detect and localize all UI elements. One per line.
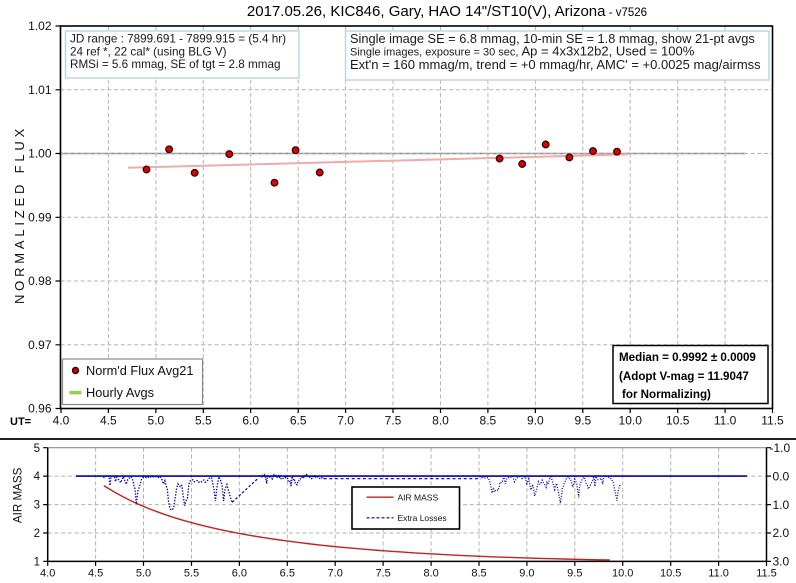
svg-text:Single image SE = 6.8 mmag, 10: Single image SE = 6.8 mmag, 10-min SE = … <box>350 31 755 46</box>
svg-text:0.99: 0.99 <box>28 211 52 225</box>
svg-text:8.0: 8.0 <box>423 567 438 579</box>
svg-text:6.0: 6.0 <box>232 567 247 579</box>
svg-text:-1.0: -1.0 <box>770 441 791 455</box>
svg-text:9.5: 9.5 <box>574 413 591 427</box>
svg-text:9.0: 9.0 <box>527 413 544 427</box>
svg-text:11.5: 11.5 <box>756 567 777 579</box>
svg-text:1.00: 1.00 <box>28 147 52 161</box>
svg-text:Ext'n = 160 mmag/m, trend = +0: Ext'n = 160 mmag/m, trend = +0 mmag/hr, … <box>350 57 761 72</box>
svg-text:10.5: 10.5 <box>666 413 690 427</box>
svg-text:4.0: 4.0 <box>53 413 70 427</box>
svg-text:NORMALIZED FLUX: NORMALIZED FLUX <box>12 125 27 304</box>
svg-text:3: 3 <box>34 500 40 512</box>
svg-text:3.0: 3.0 <box>773 555 790 569</box>
svg-text:9.0: 9.0 <box>519 567 534 579</box>
svg-text:11.5: 11.5 <box>761 413 784 427</box>
svg-text:24 ref *, 22 cal* (using BLG V: 24 ref *, 22 cal* (using BLG V) <box>70 46 227 59</box>
svg-text:AIR MASS: AIR MASS <box>12 467 25 523</box>
svg-text:Extra Losses: Extra Losses <box>398 513 447 523</box>
svg-text:Norm'd Flux Avg21: Norm'd Flux Avg21 <box>86 363 193 378</box>
svg-text:4.5: 4.5 <box>88 567 103 579</box>
svg-text:0.0: 0.0 <box>773 469 790 483</box>
svg-text:UT=: UT= <box>10 416 31 428</box>
svg-text:5.0: 5.0 <box>136 567 151 579</box>
svg-text:10.0: 10.0 <box>619 413 643 427</box>
svg-text:9.5: 9.5 <box>567 567 582 579</box>
svg-text:11.0: 11.0 <box>708 567 729 579</box>
svg-text:8.5: 8.5 <box>480 413 497 427</box>
svg-text:Single images, exposure = 30 s: Single images, exposure = 30 sec, Ap = 4… <box>350 43 695 58</box>
svg-text:10.5: 10.5 <box>660 567 681 579</box>
svg-text:5: 5 <box>34 443 40 455</box>
svg-text:0.98: 0.98 <box>28 274 52 288</box>
svg-text:Hourly Avgs: Hourly Avgs <box>86 385 154 400</box>
svg-text:1.01: 1.01 <box>28 83 52 97</box>
svg-text:7.5: 7.5 <box>375 567 390 579</box>
svg-text:5.5: 5.5 <box>195 413 212 427</box>
svg-text:7.0: 7.0 <box>337 413 354 427</box>
svg-text:6.5: 6.5 <box>290 413 307 427</box>
svg-text:11.0: 11.0 <box>714 413 737 427</box>
svg-text:6.5: 6.5 <box>280 567 295 579</box>
svg-text:4.5: 4.5 <box>100 413 117 427</box>
svg-text:(Adopt V-mag = 11.9047: (Adopt V-mag = 11.9047 <box>619 370 749 383</box>
svg-text:6.0: 6.0 <box>242 413 259 427</box>
svg-text:7.5: 7.5 <box>385 413 402 427</box>
svg-text:4.0: 4.0 <box>40 567 55 579</box>
svg-text:Median = 0.9992 ± 0.0009: Median = 0.9992 ± 0.0009 <box>619 351 756 364</box>
svg-text:1.02: 1.02 <box>28 19 52 33</box>
svg-text:0.96: 0.96 <box>28 402 52 416</box>
svg-text:0.97: 0.97 <box>28 338 52 352</box>
svg-text:1.0: 1.0 <box>773 498 790 512</box>
svg-text:AIR MASS: AIR MASS <box>398 492 439 502</box>
svg-text:8.0: 8.0 <box>432 413 449 427</box>
svg-text:8.5: 8.5 <box>471 567 486 579</box>
svg-text:JD range : 7899.691 - 7899.915: JD range : 7899.691 - 7899.915 = (5.4 hr… <box>70 33 286 46</box>
svg-text:1: 1 <box>34 557 40 569</box>
svg-text:5.0: 5.0 <box>148 413 165 427</box>
svg-text:5.5: 5.5 <box>184 567 199 579</box>
svg-text:4: 4 <box>34 471 41 483</box>
svg-text:RMSi = 5.6 mmag, SE of tgt = 2: RMSi = 5.6 mmag, SE of tgt = 2.8 mmag <box>70 58 280 71</box>
svg-text:7.0: 7.0 <box>328 567 343 579</box>
svg-text:2017.05.26, KIC846, Gary, HAO: 2017.05.26, KIC846, Gary, HAO 14"/ST10(V… <box>247 3 647 20</box>
svg-text:10.0: 10.0 <box>612 567 633 579</box>
svg-text:2.0: 2.0 <box>773 526 790 540</box>
svg-text:for Normalizing): for Normalizing) <box>622 388 711 401</box>
svg-text:2: 2 <box>34 528 40 540</box>
